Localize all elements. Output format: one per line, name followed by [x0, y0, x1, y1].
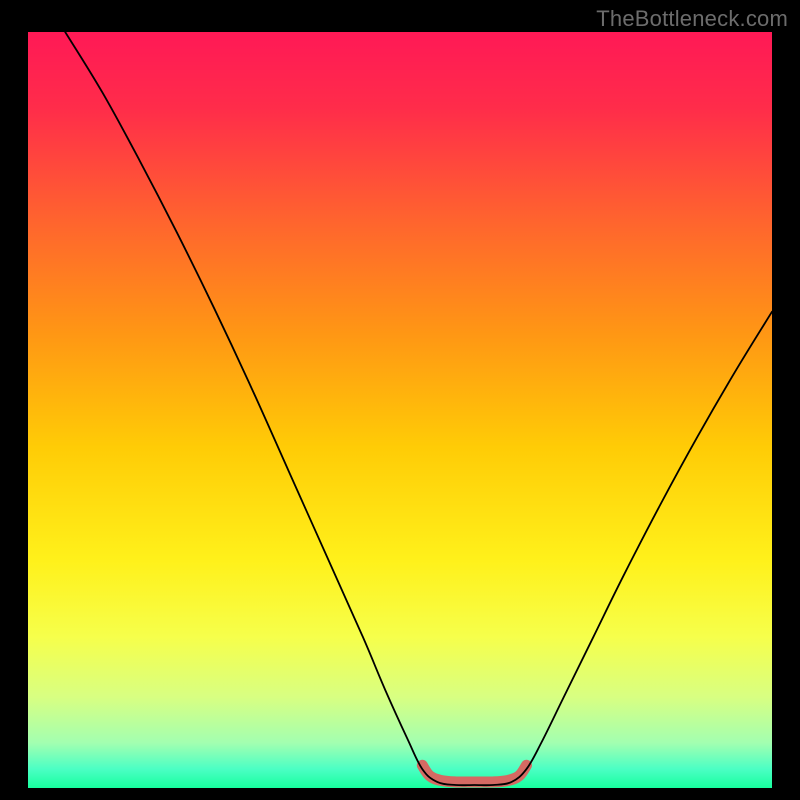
chart-svg: [28, 32, 772, 788]
plot-area: [28, 32, 772, 788]
watermark-text: TheBottleneck.com: [596, 6, 788, 32]
gradient-background: [28, 32, 772, 788]
